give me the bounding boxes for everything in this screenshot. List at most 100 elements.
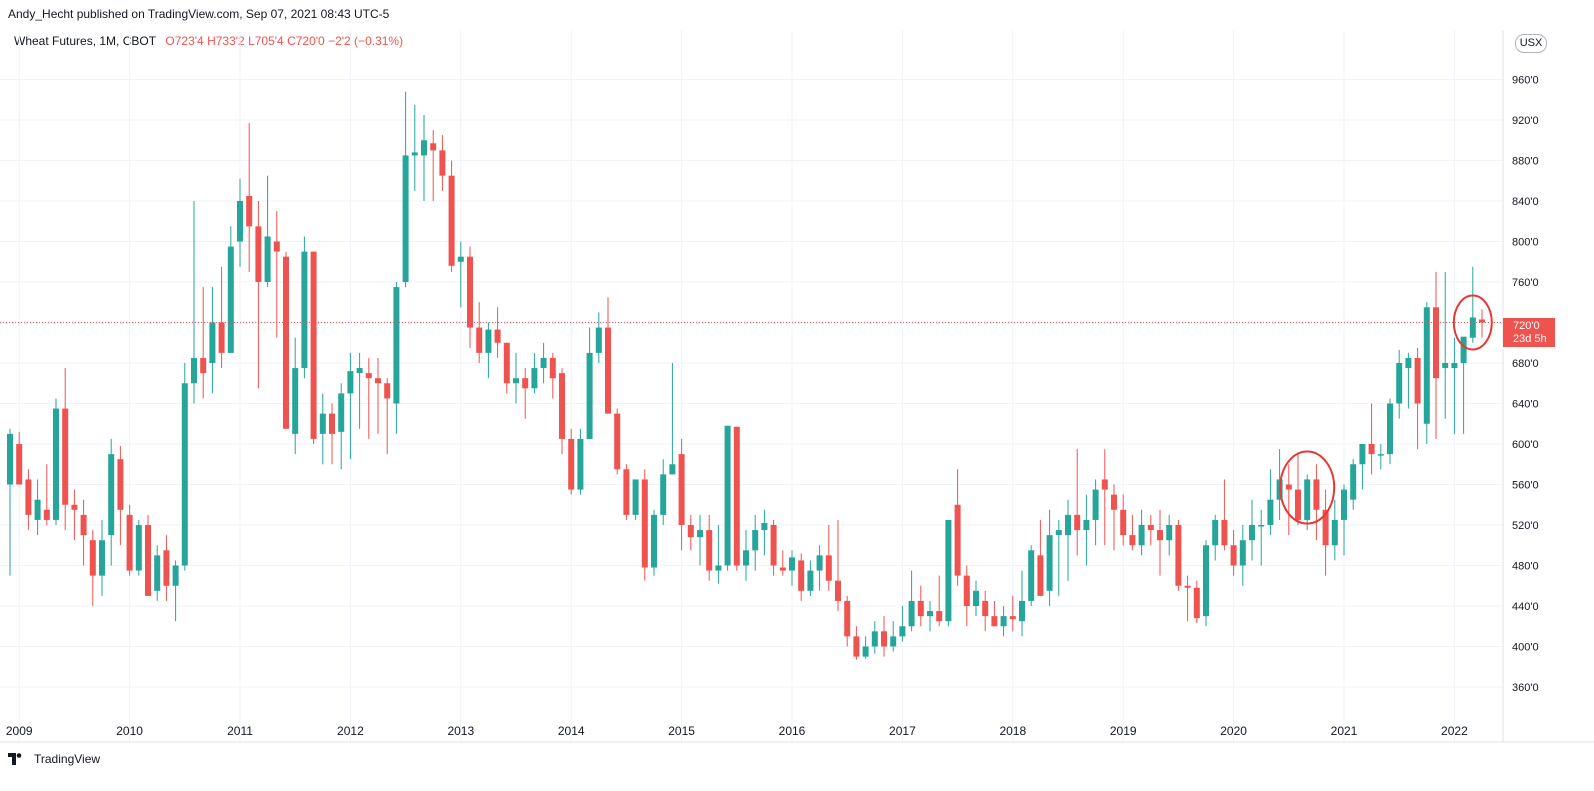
candle-body <box>329 413 335 434</box>
candle <box>632 479 639 520</box>
candle-body <box>200 357 207 374</box>
candle <box>301 236 308 379</box>
candle <box>881 616 887 657</box>
candle <box>1019 570 1025 637</box>
candle-body <box>264 236 271 282</box>
x-tick-label: 2016 <box>779 724 806 738</box>
candle-body <box>743 550 749 566</box>
legend-high: H733'2 <box>207 34 245 48</box>
candle-body <box>439 150 446 176</box>
candle <box>1350 459 1357 510</box>
candle-body <box>807 570 814 591</box>
candle-body <box>1331 519 1338 546</box>
candle-body <box>1147 525 1154 531</box>
y-tick-label: 760'0 <box>1512 277 1539 289</box>
price-axis: 360'0 400'0 440'0 480'0 520'0 560'0 600'0 640'0… <box>1512 75 1539 695</box>
y-tick-label: 360'0 <box>1512 682 1539 694</box>
candle-body <box>476 327 483 353</box>
candle-body <box>1368 444 1375 455</box>
candle <box>1341 484 1347 556</box>
candle-body <box>605 327 611 414</box>
candle <box>1304 474 1311 531</box>
candle-body <box>568 438 575 490</box>
candle <box>1359 444 1366 490</box>
candle <box>651 509 657 576</box>
candle-body <box>494 329 501 343</box>
candle-body <box>89 540 96 576</box>
candle-body <box>687 525 694 538</box>
candle-body <box>1019 600 1025 622</box>
candle <box>798 553 805 601</box>
candle-body <box>1285 484 1292 490</box>
candle <box>237 178 243 267</box>
candle <box>1065 499 1071 581</box>
candle-body <box>1138 525 1145 546</box>
x-tick-label: 2014 <box>558 724 585 738</box>
bar-countdown: 23d 5h <box>1513 333 1547 345</box>
candle-body <box>1046 535 1053 591</box>
candle <box>743 530 749 581</box>
candle-body <box>963 575 970 606</box>
candle-body <box>724 425 731 566</box>
candle-body <box>1212 519 1219 546</box>
candle <box>761 509 768 556</box>
candle <box>1313 464 1320 541</box>
candle <box>513 352 519 404</box>
annotations <box>1279 294 1493 525</box>
candle <box>1295 454 1301 525</box>
candle-body <box>273 241 280 252</box>
time-axis: 2009 2010 2011 2012 2013 2014 2015 2016 2017 2018… <box>6 724 1468 738</box>
candle-body <box>1175 525 1182 586</box>
candle-body <box>227 246 234 353</box>
candle <box>1166 514 1173 556</box>
candle-body <box>1267 499 1274 525</box>
candle <box>559 368 565 455</box>
candle <box>1285 464 1292 536</box>
tradingview-footer[interactable]: TradingView <box>8 752 100 766</box>
x-tick-label: 2018 <box>999 724 1026 738</box>
candle <box>531 352 538 394</box>
candle <box>476 302 483 363</box>
legend-open: O723'4 <box>165 34 204 48</box>
candle-body <box>1451 363 1458 369</box>
candle-body <box>715 565 722 571</box>
candle-body <box>154 555 161 591</box>
candle-body <box>531 368 538 389</box>
candle-body <box>145 525 151 596</box>
candle <box>375 357 381 434</box>
candle-body <box>1009 616 1016 620</box>
candle <box>1230 530 1237 576</box>
x-tick-label: 2012 <box>337 724 364 738</box>
candle <box>623 464 630 520</box>
candle <box>678 438 685 551</box>
currency-button[interactable]: USX <box>1515 34 1547 53</box>
x-tick-label: 2009 <box>6 724 33 738</box>
candle <box>890 621 897 652</box>
candle <box>163 535 170 601</box>
candle-body <box>7 433 13 485</box>
candle-body <box>816 555 823 571</box>
candle <box>494 307 501 358</box>
candle <box>1322 489 1329 576</box>
candle-body <box>384 383 391 399</box>
candle <box>347 352 354 460</box>
candle <box>1221 479 1228 551</box>
candle <box>669 363 676 475</box>
candle <box>779 550 786 576</box>
candle <box>936 575 943 627</box>
candle <box>246 123 253 272</box>
candle-body <box>1083 519 1090 531</box>
candle-body <box>1469 317 1476 338</box>
candle-body <box>503 342 510 384</box>
candle-body <box>1442 363 1449 369</box>
candle-body <box>559 373 565 439</box>
candle <box>191 201 197 404</box>
candle-body <box>163 550 170 586</box>
candle <box>816 545 823 591</box>
candle <box>329 403 335 465</box>
candle <box>1442 271 1449 419</box>
candle <box>1129 514 1136 551</box>
candle-body <box>577 438 584 490</box>
candle-body <box>255 226 262 282</box>
